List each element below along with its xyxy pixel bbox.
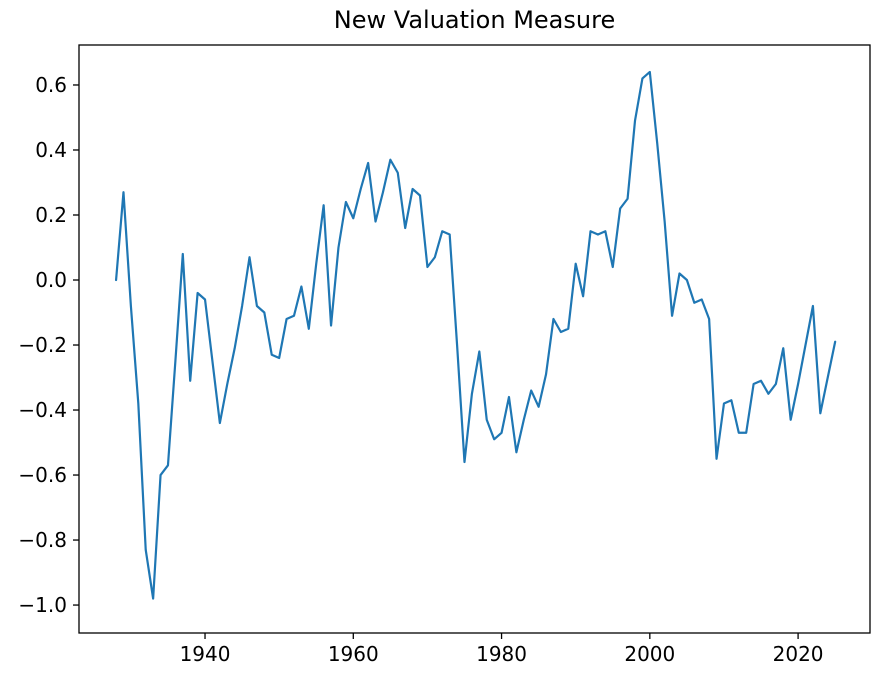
x-tick-label: 2000	[624, 642, 675, 666]
y-tick-label: −0.4	[18, 398, 67, 422]
chart-title: New Valuation Measure	[334, 6, 615, 34]
x-tick-label: 2020	[773, 642, 824, 666]
y-tick-label: −0.8	[18, 528, 67, 552]
x-axis: 1940 1960 1980 2000 2020	[180, 633, 824, 666]
plot-area	[79, 45, 870, 633]
y-tick-label: 0.0	[35, 268, 67, 292]
y-tick-label: −1.0	[18, 593, 67, 617]
plot-frame	[78, 44, 871, 634]
y-tick-label: 0.6	[35, 73, 67, 97]
y-tick-label: −0.2	[18, 333, 67, 357]
x-tick-label: 1980	[476, 642, 527, 666]
x-tick-label: 1940	[180, 642, 231, 666]
valuation-line	[114, 70, 837, 600]
y-axis: 0.6 0.4 0.2 0.0 −0.2 −0.4 −0.6 −0.8 −1.0	[18, 73, 79, 617]
y-tick-label: 0.2	[35, 203, 67, 227]
y-tick-label: −0.6	[18, 463, 67, 487]
y-tick-label: 0.4	[35, 138, 67, 162]
x-tick-label: 1960	[328, 642, 379, 666]
